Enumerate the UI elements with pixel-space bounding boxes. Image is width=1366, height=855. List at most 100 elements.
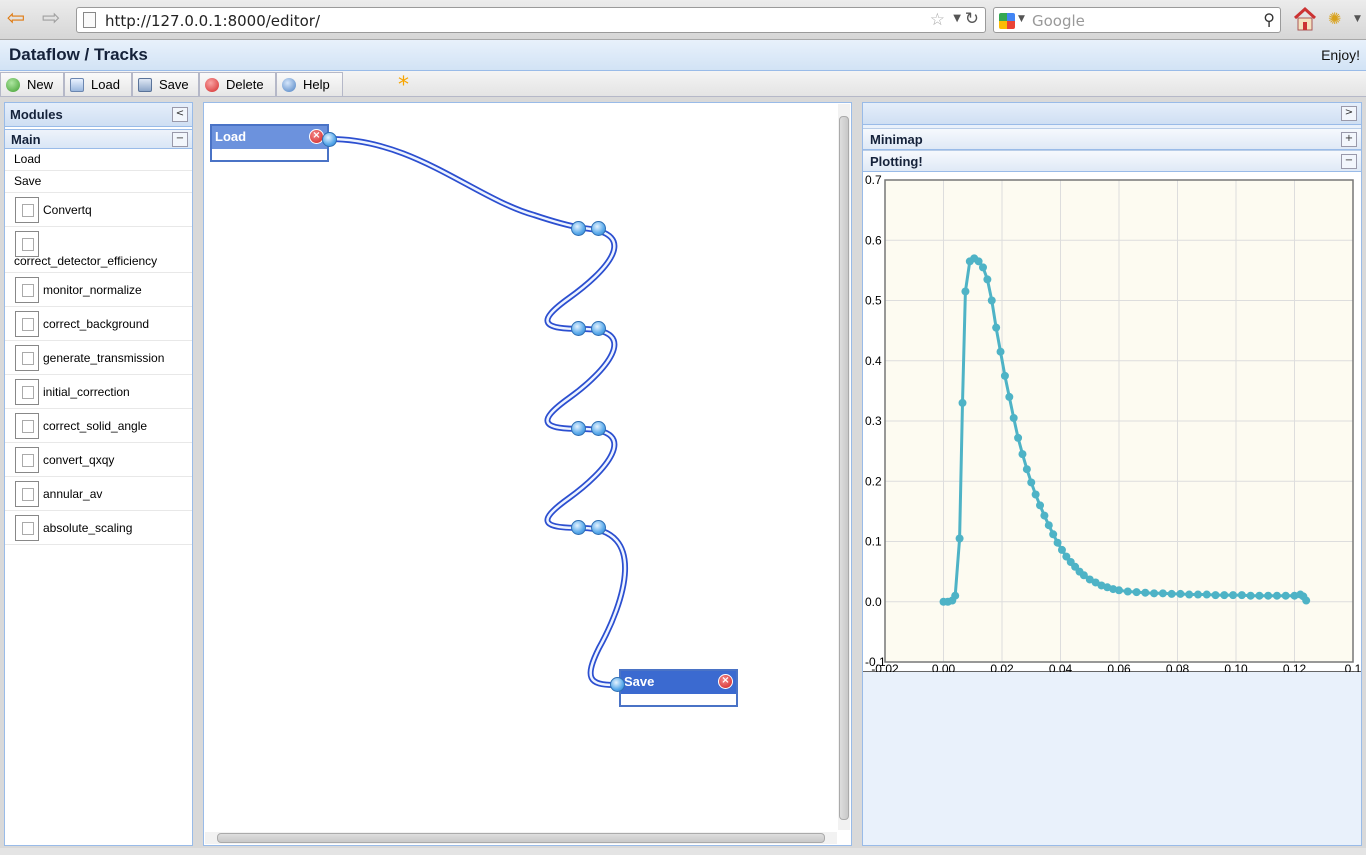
addon-dropdown-icon[interactable]: ▼ xyxy=(1354,14,1361,24)
list-item[interactable]: monitor_normalize xyxy=(5,273,192,307)
x-tick-label: -0.02 xyxy=(871,662,899,672)
url-text[interactable]: http://127.0.0.1:8000/editor/ xyxy=(105,12,320,30)
list-item[interactable]: generate_transmission xyxy=(5,341,192,375)
plotting-header[interactable]: Plotting! − xyxy=(863,150,1361,172)
new-button[interactable]: New xyxy=(0,72,64,97)
load-icon xyxy=(70,78,84,92)
back-arrow-icon[interactable]: ⇦ xyxy=(6,6,26,31)
data-point xyxy=(1132,588,1141,597)
wire-handle[interactable] xyxy=(571,221,586,236)
x-tick-label: 0.04 xyxy=(1049,662,1073,672)
right-panel-header: > xyxy=(863,103,1361,125)
data-point xyxy=(1115,586,1123,595)
google-icon[interactable] xyxy=(999,13,1015,29)
data-point xyxy=(978,263,987,272)
modules-header: Modules < xyxy=(5,103,192,127)
bookmark-star-icon[interactable]: ☆ xyxy=(929,10,945,30)
list-item[interactable]: correct_background xyxy=(5,307,192,341)
list-item[interactable]: absolute_scaling xyxy=(5,511,192,545)
data-point xyxy=(1009,413,1018,422)
module-group-title: Main xyxy=(11,132,41,147)
module-group-header[interactable]: Main − xyxy=(5,129,192,149)
y-tick-label: 0.6 xyxy=(865,233,882,247)
list-item[interactable]: Convertq xyxy=(5,193,192,227)
data-point xyxy=(1040,511,1049,520)
list-item[interactable]: convert_qxqy xyxy=(5,443,192,477)
url-bar[interactable]: http://127.0.0.1:8000/editor/ ☆ ▼ ↻ xyxy=(76,7,986,33)
help-icon xyxy=(282,78,296,92)
plot-frame xyxy=(884,179,1354,663)
data-point xyxy=(1000,371,1009,380)
data-point xyxy=(1255,591,1264,600)
close-icon[interactable]: × xyxy=(718,674,733,689)
scroll-thumb[interactable] xyxy=(217,833,825,843)
close-icon[interactable]: × xyxy=(309,129,324,144)
data-point xyxy=(951,591,960,600)
search-engine-dropdown-icon[interactable]: ▼ xyxy=(1018,14,1025,24)
page-title: Dataflow / Tracks xyxy=(9,45,148,64)
x-tick-label: 0.02 xyxy=(990,662,1014,672)
minimap-header[interactable]: Minimap + xyxy=(863,128,1361,150)
node-load[interactable]: Load × xyxy=(210,124,329,162)
output-terminal[interactable] xyxy=(322,132,337,147)
delete-button[interactable]: Delete xyxy=(199,72,276,97)
plot-area[interactable]: -0.02 0.00 0.02 0.04 0.06 0.08 0.10 0.12 0.1 0.7 0… xyxy=(863,172,1361,672)
search-placeholder[interactable]: Google xyxy=(1032,12,1085,30)
horizontal-scrollbar[interactable] xyxy=(205,832,837,844)
delete-icon xyxy=(205,78,219,92)
x-tick-label: 0.10 xyxy=(1224,662,1248,672)
collapse-group-icon[interactable]: − xyxy=(172,132,188,147)
wire-handle[interactable] xyxy=(571,421,586,436)
list-item[interactable]: Load xyxy=(5,149,192,171)
data-point xyxy=(1220,591,1229,600)
url-dropdown-icon[interactable]: ▼ xyxy=(953,13,961,24)
forward-arrow-icon[interactable]: ⇨ xyxy=(41,6,61,31)
save-button[interactable]: Save xyxy=(132,72,199,97)
expand-icon[interactable]: + xyxy=(1341,132,1357,147)
home-icon[interactable] xyxy=(1293,6,1317,32)
data-point xyxy=(1036,501,1045,510)
collapse-icon[interactable]: − xyxy=(1341,154,1357,169)
reload-icon[interactable]: ↻ xyxy=(964,9,979,29)
wire-handle[interactable] xyxy=(591,321,606,336)
input-terminal[interactable] xyxy=(610,677,625,692)
module-icon xyxy=(15,345,39,371)
wire-handle[interactable] xyxy=(591,421,606,436)
list-item[interactable]: annular_av xyxy=(5,477,192,511)
data-point xyxy=(1202,590,1211,599)
list-item[interactable]: correct_solid_angle xyxy=(5,409,192,443)
addon-icon[interactable]: ✺ xyxy=(1328,9,1342,28)
workflow-canvas[interactable]: Load × Save × xyxy=(203,102,852,846)
wire-handle[interactable] xyxy=(591,221,606,236)
node-save[interactable]: Save × xyxy=(619,669,738,707)
list-item[interactable]: Save xyxy=(5,171,192,193)
data-point xyxy=(955,534,964,543)
data-point xyxy=(1158,589,1167,598)
collapse-right-icon[interactable]: > xyxy=(1341,106,1357,121)
search-icon[interactable]: ⚲ xyxy=(1263,10,1275,29)
plot-chart[interactable]: -0.02 0.00 0.02 0.04 0.06 0.08 0.10 0.12 0.1 0.7 0… xyxy=(863,172,1361,672)
scroll-thumb[interactable] xyxy=(839,116,849,820)
x-tick-label: 0.06 xyxy=(1107,662,1131,672)
help-button[interactable]: Help xyxy=(276,72,343,97)
status-bar xyxy=(0,848,1366,855)
module-group-main: Main − Load Save Convertq correct_detector_… xyxy=(5,129,192,545)
list-item[interactable]: correct_detector_efficiency xyxy=(5,227,192,273)
list-item[interactable]: initial_correction xyxy=(5,375,192,409)
y-tick-label: 0.4 xyxy=(865,354,882,368)
minimap-title: Minimap xyxy=(870,132,923,147)
module-icon xyxy=(15,277,39,303)
data-point xyxy=(983,275,992,284)
collapse-left-icon[interactable]: < xyxy=(172,107,188,122)
search-bar[interactable]: ▼ Google ⚲ xyxy=(993,7,1281,33)
vertical-scrollbar[interactable] xyxy=(838,104,850,830)
wire-handle[interactable] xyxy=(591,520,606,535)
greeting-text: Enjoy! xyxy=(1321,47,1360,63)
wire-handle[interactable] xyxy=(571,321,586,336)
y-tick-label: 0.7 xyxy=(865,173,882,187)
data-point xyxy=(1237,591,1246,600)
wire-handle[interactable] xyxy=(571,520,586,535)
module-icon xyxy=(15,379,39,405)
data-point xyxy=(996,347,1005,356)
load-button[interactable]: Load xyxy=(64,72,132,97)
